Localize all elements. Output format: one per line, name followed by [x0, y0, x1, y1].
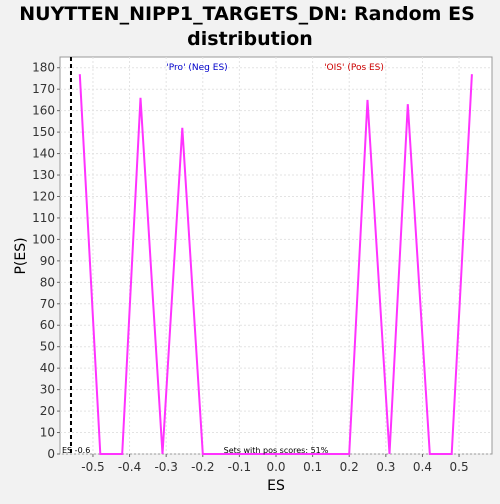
y-tick-label: 130	[32, 168, 55, 182]
x-tick-label: 0.5	[450, 460, 469, 474]
x-tick-label: 0.3	[376, 460, 395, 474]
y-tick-label: 150	[32, 125, 55, 139]
x-tick-label: 0.0	[266, 460, 285, 474]
y-tick-label: 60	[40, 318, 55, 332]
neg-es-label: 'Pro' (Neg ES)	[166, 63, 227, 73]
y-tick-label: 180	[32, 61, 55, 75]
x-axis: -0.5 -0.4 -0.3 -0.2 -0.1 0.0 0.1 0.2 0.3 0.4 0.5	[81, 454, 469, 474]
y-tick-label: 140	[32, 147, 55, 161]
x-tick-label: -0.3	[154, 460, 177, 474]
y-tick-label: 30	[40, 383, 55, 397]
y-tick-label: 20	[40, 404, 55, 418]
x-tick-label: -0.1	[228, 460, 251, 474]
y-tick-label: 100	[32, 232, 55, 246]
chart-title-line2: distribution	[187, 28, 313, 50]
y-tick-label: 10	[40, 426, 55, 440]
y-tick-label: 40	[40, 361, 55, 375]
x-tick-label: 0.2	[340, 460, 359, 474]
x-axis-label: ES	[267, 478, 285, 494]
series-layer	[78, 74, 473, 455]
es-value-label: ES -0.6	[62, 446, 90, 455]
y-axis-label: P(ES)	[13, 237, 29, 274]
y-tick-label: 90	[40, 254, 55, 268]
chart-title-line1: NUYTTEN_NIPP1_TARGETS_DN: Random ES	[19, 3, 475, 25]
y-tick-label: 120	[32, 189, 55, 203]
y-tick-label: 80	[40, 275, 55, 289]
y-tick-label: 0	[47, 447, 55, 461]
y-tick-label: 110	[32, 211, 55, 225]
y-tick-label: 70	[40, 297, 55, 311]
es-distribution-line	[78, 74, 473, 455]
x-tick-label: 0.4	[413, 460, 432, 474]
y-axis: 0 10 20 30 40 50 60 70 80 90 100 110 120 130 140 150 160…	[32, 61, 60, 461]
y-tick-label: 170	[32, 82, 55, 96]
x-tick-label: -0.5	[81, 460, 104, 474]
pos-es-label: 'OIS' (Pos ES)	[324, 63, 384, 73]
y-tick-label: 50	[40, 340, 55, 354]
x-tick-label: 0.1	[303, 460, 322, 474]
x-tick-label: -0.2	[191, 460, 214, 474]
y-tick-label: 160	[32, 104, 55, 118]
sets-pos-scores-label: Sets with pos scores: 51%	[224, 446, 329, 455]
x-tick-label: -0.4	[118, 460, 141, 474]
